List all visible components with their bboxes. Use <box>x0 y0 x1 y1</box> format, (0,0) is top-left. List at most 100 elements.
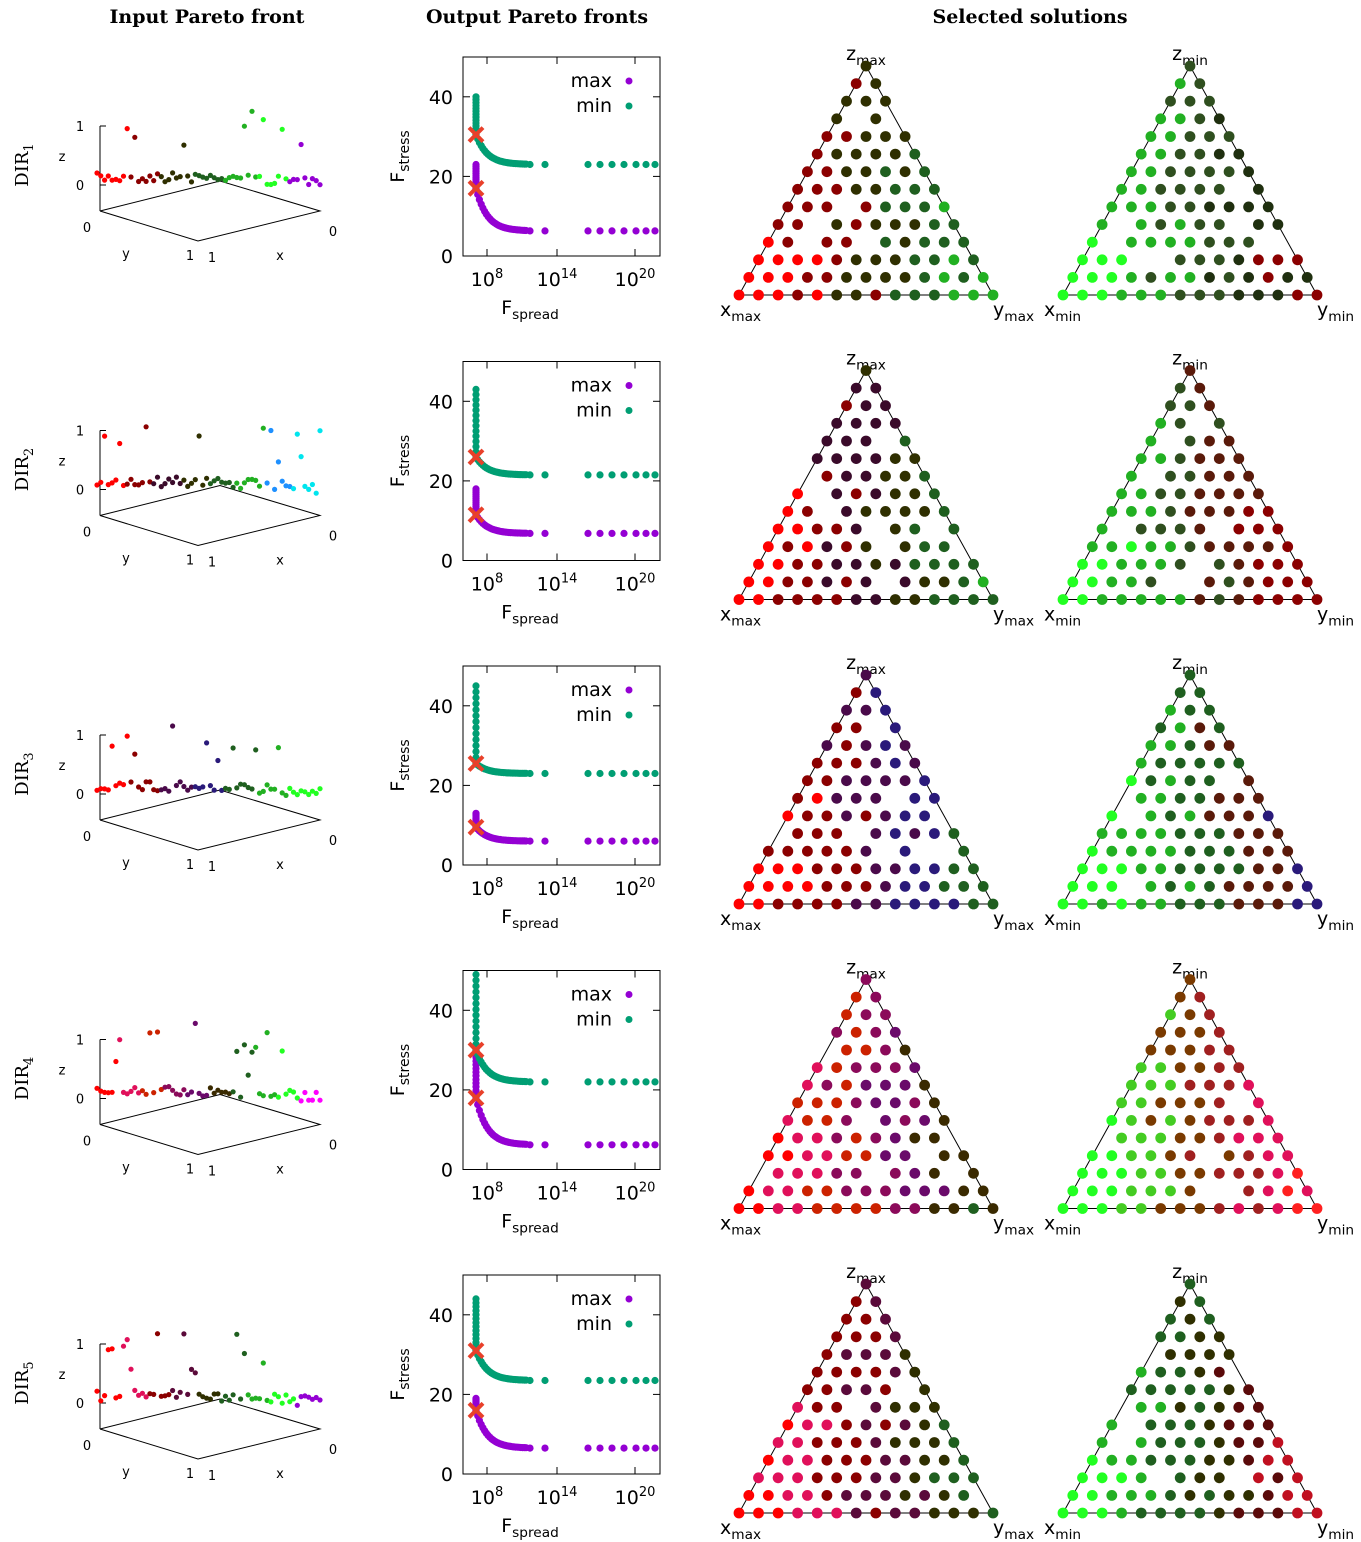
header-input: Input Pareto front <box>110 6 305 28</box>
ternary-triangle <box>1062 978 1318 1209</box>
pareto-point <box>541 1141 549 1149</box>
pareto-point <box>642 1141 650 1149</box>
ternary-point <box>841 576 852 588</box>
y-tick-label: 20 <box>429 471 453 493</box>
ternary-point <box>782 236 794 248</box>
ternary-point <box>1243 1454 1254 1466</box>
ternary-point <box>1057 594 1069 605</box>
input-point <box>211 478 217 484</box>
ternary-point <box>831 898 843 910</box>
ternary-point <box>831 254 843 266</box>
pareto-point <box>472 1017 480 1025</box>
pareto-point <box>472 485 480 493</box>
ternary-point <box>1213 289 1225 301</box>
input-point <box>238 175 244 181</box>
pareto-point <box>541 471 549 479</box>
pareto-point <box>620 227 628 235</box>
ternary-point <box>1223 272 1235 283</box>
input-point <box>287 1399 293 1405</box>
ternary-point <box>802 506 813 517</box>
x-tick-label: 108 <box>471 267 503 291</box>
ternary-point <box>1155 289 1167 301</box>
ternary-point <box>1243 541 1254 553</box>
ternary-point <box>1096 1167 1108 1179</box>
ternary-point <box>1213 148 1225 160</box>
pareto-point <box>472 682 480 690</box>
ternary-point <box>850 687 862 698</box>
ternary-point <box>841 272 852 283</box>
pareto-point <box>620 1141 628 1149</box>
ternary-point <box>1155 828 1167 839</box>
input-point <box>309 481 315 488</box>
ternary-point <box>1174 1132 1186 1144</box>
ternary-point <box>802 881 813 892</box>
input-point <box>151 178 157 184</box>
pareto-point <box>651 1141 659 1149</box>
ternary-point <box>1262 1150 1274 1162</box>
ternary-point <box>1184 1278 1196 1290</box>
pareto-point <box>651 837 659 845</box>
ternary-point <box>899 810 911 822</box>
input-point <box>260 117 266 123</box>
ternary-point <box>968 1507 979 1519</box>
ternary-point <box>1262 1419 1274 1431</box>
input-point <box>287 179 293 185</box>
ternary-point <box>850 148 862 160</box>
pareto-point <box>472 406 480 414</box>
ternary-point <box>919 1384 930 1396</box>
ternary-point <box>860 1079 872 1091</box>
ternary-point <box>1233 792 1245 804</box>
ternary-point <box>1165 1009 1176 1021</box>
pareto-point <box>608 227 616 235</box>
input-point <box>279 790 285 796</box>
ternary-point <box>1233 254 1245 266</box>
input-point <box>264 782 270 788</box>
z-tick-label-1: 1 <box>76 729 84 744</box>
legend-max-label: max <box>571 375 612 397</box>
ternary-point <box>1174 417 1186 429</box>
row-label: DIR5 <box>12 1361 37 1404</box>
ternary-point <box>1194 1331 1206 1343</box>
ternary-point <box>831 1062 843 1073</box>
ternary-point <box>1311 1507 1323 1519</box>
ternary-point <box>1086 845 1098 857</box>
pareto-point <box>472 748 480 756</box>
ternary-point <box>909 1507 921 1519</box>
ternary-point <box>1253 1132 1264 1144</box>
ternary-point <box>1272 898 1284 910</box>
ternary-point <box>1165 1313 1176 1325</box>
ternary-point <box>889 898 901 910</box>
ternary-point <box>1096 558 1108 570</box>
ternary-point <box>870 1296 882 1307</box>
input-point <box>226 479 232 486</box>
input-point <box>94 1388 100 1394</box>
y-axis-label: Fstress <box>387 435 413 487</box>
ternary-point <box>1155 757 1167 769</box>
ternary-point <box>860 1419 872 1431</box>
ternary-point <box>1184 704 1196 716</box>
ternary-point <box>1194 1026 1206 1038</box>
ternary-point <box>1106 1454 1118 1466</box>
input-point <box>94 170 100 176</box>
ternary-point <box>841 166 852 178</box>
ternary-point <box>1165 95 1176 107</box>
ternary-point <box>841 1150 852 1162</box>
ternary-point <box>889 289 901 301</box>
ternary-point <box>919 236 930 248</box>
ternary-point <box>831 757 843 769</box>
pareto-point <box>472 1000 480 1008</box>
ternary-point <box>1096 863 1108 875</box>
ternary-point <box>1155 558 1167 570</box>
ternary-point <box>821 1384 833 1396</box>
input-point <box>185 1092 191 1098</box>
ternary-point <box>1086 272 1098 283</box>
ternary-point <box>1223 435 1235 447</box>
input-point <box>117 1393 123 1399</box>
pareto-point <box>596 1141 604 1149</box>
input-point <box>204 1092 210 1098</box>
pareto-point <box>526 160 534 169</box>
ternary-point <box>899 1185 911 1197</box>
ternary-point <box>1145 1384 1157 1396</box>
ternary-point <box>1301 1490 1313 1501</box>
